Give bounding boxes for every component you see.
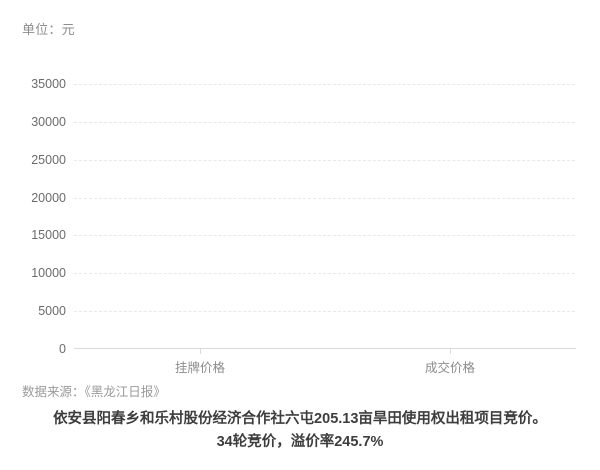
y-axis: 35000 30000 25000 20000 15000 10000 5000…	[0, 77, 66, 356]
x-axis-line	[74, 348, 576, 349]
y-tick-label: 25000	[31, 152, 66, 167]
y-tick-label: 15000	[31, 228, 66, 243]
y-tick-label: 5000	[38, 304, 66, 319]
gridline-30000	[74, 121, 575, 123]
x-tick-mark	[450, 349, 451, 354]
gridline-15000	[74, 235, 575, 237]
caption-line-2: 34轮竞价，溢价率245.7%	[216, 434, 384, 450]
y-tick-label: 30000	[31, 114, 66, 129]
data-source-note: 数据来源：《黑龙江日报》	[22, 385, 166, 399]
chart-caption: 依安县阳春乡和乐村股份经济合作社六屯205.13亩旱田使用权出租项目竞价。 34…	[18, 408, 582, 454]
gridline-25000	[74, 159, 575, 161]
y-tick-label: 20000	[31, 190, 66, 205]
plot-area	[74, 84, 575, 349]
bar-chart[interactable]: 35000 30000 25000 20000 15000 10000 5000…	[0, 55, 600, 375]
gridline-35000	[74, 84, 575, 85]
gridline-10000	[74, 273, 575, 275]
x-tick-label-transaction-price: 成交价格	[424, 361, 476, 375]
unit-label: 单位：元	[22, 22, 75, 37]
x-tick-label-listing-price: 挂牌价格	[174, 361, 226, 375]
caption-line-1: 依安县阳春乡和乐村股份经济合作社六屯205.13亩旱田使用权出租项目竞价。	[53, 411, 547, 427]
y-tick-label: 0	[59, 342, 66, 356]
gridline-20000	[74, 197, 575, 199]
y-tick-label: 35000	[31, 77, 66, 91]
y-tick-label: 10000	[31, 266, 66, 281]
x-tick-mark	[200, 349, 201, 354]
gridline-5000	[74, 311, 575, 313]
